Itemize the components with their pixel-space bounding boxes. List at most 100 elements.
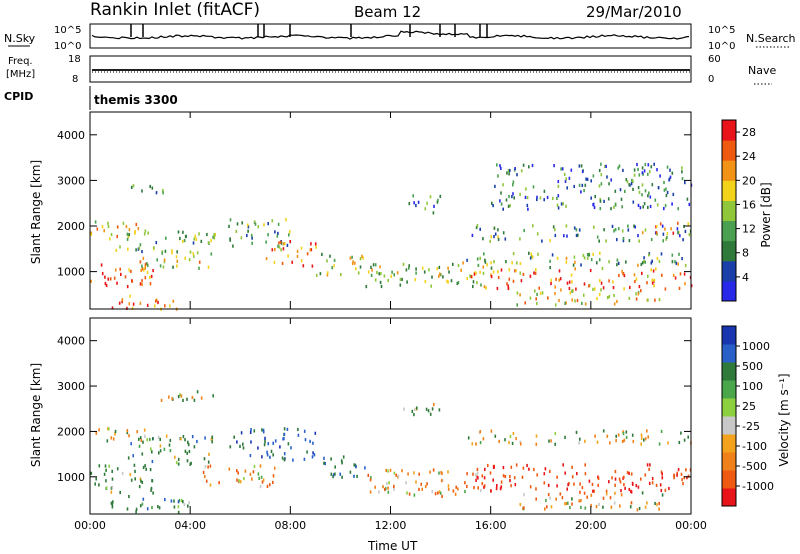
heatmap-cell — [559, 492, 562, 496]
heatmap-cell — [242, 442, 244, 446]
heatmap-cell — [229, 238, 231, 242]
heatmap-cell — [238, 479, 240, 483]
heatmap-cell — [647, 298, 649, 302]
heatmap-cell — [599, 207, 602, 211]
heatmap-cell — [575, 430, 578, 434]
heatmap-cell — [254, 222, 257, 226]
heatmap-cell — [429, 195, 432, 199]
heatmap-cell — [142, 440, 144, 444]
heatmap-cell — [164, 249, 167, 253]
heatmap-cell — [618, 477, 621, 481]
heatmap-cell — [680, 472, 683, 476]
heatmap-cell — [176, 264, 178, 268]
heatmap-cell — [590, 179, 592, 183]
heatmap-cell — [125, 224, 128, 229]
heatmap-cell — [687, 222, 690, 226]
heatmap-cell — [401, 277, 403, 281]
heatmap-cell — [429, 470, 431, 474]
cpid-label: CPID — [4, 90, 33, 103]
heatmap-cell — [606, 296, 609, 300]
colorbar-tick-label: 24 — [742, 150, 756, 163]
noise-spikes — [130, 24, 488, 37]
colorbar-tick-label: -500 — [742, 460, 767, 473]
heatmap-cell — [151, 450, 153, 454]
heatmap-cell — [261, 428, 263, 432]
heatmap-cell — [213, 233, 215, 237]
heatmap-cell — [509, 168, 511, 173]
heatmap-cell — [376, 270, 378, 275]
heatmap-cell — [119, 267, 121, 271]
heatmap-cell — [642, 205, 644, 209]
heatmap-cell — [134, 469, 136, 473]
heatmap-cell — [390, 274, 393, 278]
heatmap-cell — [190, 461, 192, 465]
heatmap-cell — [124, 275, 127, 279]
heatmap-cell — [433, 204, 435, 208]
heatmap-cell — [652, 269, 655, 273]
heatmap-cell — [482, 437, 485, 441]
heatmap-cell — [175, 255, 178, 259]
noise-tick-left-bottom: 10^0 — [54, 41, 81, 52]
heatmap-cell — [486, 263, 488, 267]
heatmap-cell — [236, 478, 238, 482]
heatmap-cell — [380, 272, 382, 276]
heatmap-cell — [96, 227, 99, 231]
heatmap-cell — [107, 224, 110, 229]
heatmap-cell — [649, 204, 652, 209]
heatmap-cell — [289, 240, 291, 244]
heatmap-cell — [158, 506, 161, 510]
heatmap-cell — [279, 240, 282, 244]
heatmap-cell — [464, 489, 466, 494]
heatmap-cell — [416, 406, 418, 410]
heatmap-cell — [218, 481, 220, 485]
heatmap-cell — [406, 280, 408, 284]
heatmap-cell — [206, 232, 208, 237]
heatmap-cell — [228, 224, 230, 228]
heatmap-cell — [280, 248, 282, 252]
heatmap-cell — [267, 222, 269, 226]
heatmap-cell — [644, 437, 647, 441]
heatmap-cell — [669, 168, 671, 172]
heatmap-cell — [560, 288, 562, 292]
heatmap-cell — [479, 430, 482, 434]
heatmap-cell — [177, 395, 180, 399]
colorbar-swatch — [722, 140, 736, 161]
heatmap-cell — [610, 178, 612, 182]
heatmap-cell — [532, 224, 534, 228]
heatmap-cell — [276, 234, 279, 238]
heatmap-cell — [94, 482, 96, 486]
heatmap-cell — [512, 431, 515, 436]
heatmap-cell — [616, 299, 618, 304]
heatmap-cell — [626, 180, 629, 184]
heatmap-cell — [309, 439, 311, 443]
heatmap-cell — [178, 498, 181, 503]
heatmap-cell — [396, 271, 399, 275]
heatmap-cell — [688, 202, 691, 206]
heatmap-cell — [401, 469, 403, 473]
heatmap-cell — [379, 280, 382, 284]
heatmap-cell — [157, 505, 159, 509]
heatmap-cell — [439, 194, 442, 198]
heatmap-cell — [116, 225, 119, 229]
heatmap-cell — [116, 281, 118, 285]
heatmap-cell — [588, 284, 590, 288]
heatmap-cell — [545, 498, 547, 503]
heatmap-cell — [139, 504, 142, 508]
heatmap-cell — [187, 443, 190, 447]
heatmap-cell — [553, 164, 555, 168]
heatmap-cell — [673, 476, 675, 480]
heatmap-cell — [310, 248, 313, 252]
heatmap-cell — [659, 222, 662, 226]
heatmap-cell — [297, 427, 299, 432]
heatmap-cell — [330, 472, 333, 476]
heatmap-cell — [547, 483, 550, 487]
heatmap-cell — [636, 508, 639, 512]
heatmap-cell — [550, 505, 553, 509]
heatmap-cell — [303, 429, 306, 433]
heatmap-cell — [664, 287, 667, 291]
heatmap-cell — [567, 501, 569, 505]
heatmap-cell — [198, 232, 200, 236]
heatmap-cell — [533, 271, 535, 275]
heatmap-cell — [475, 225, 478, 230]
heatmap-cell — [399, 277, 402, 282]
